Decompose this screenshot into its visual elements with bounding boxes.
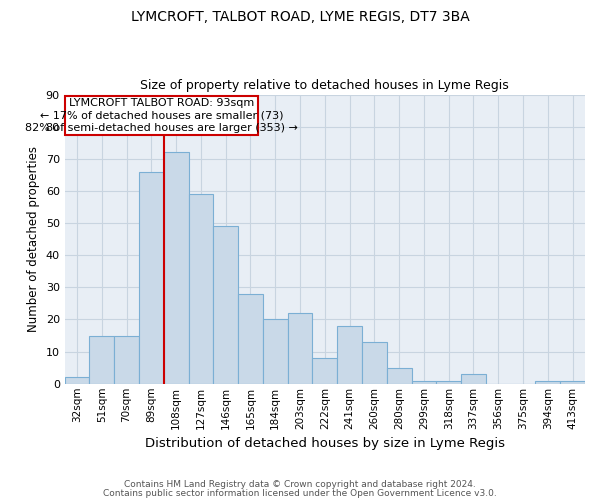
Title: Size of property relative to detached houses in Lyme Regis: Size of property relative to detached ho…: [140, 79, 509, 92]
Bar: [214, 226, 238, 384]
Bar: [65, 378, 89, 384]
Bar: [535, 380, 560, 384]
FancyBboxPatch shape: [65, 96, 259, 134]
Text: LYMCROFT TALBOT ROAD: 93sqm: LYMCROFT TALBOT ROAD: 93sqm: [69, 98, 254, 108]
Y-axis label: Number of detached properties: Number of detached properties: [27, 146, 40, 332]
Bar: [337, 326, 362, 384]
Text: Contains public sector information licensed under the Open Government Licence v3: Contains public sector information licen…: [103, 488, 497, 498]
Bar: [188, 194, 214, 384]
Bar: [263, 320, 287, 384]
Bar: [362, 342, 387, 384]
Bar: [139, 172, 164, 384]
Bar: [387, 368, 412, 384]
Bar: [560, 380, 585, 384]
Text: 82% of semi-detached houses are larger (353) →: 82% of semi-detached houses are larger (…: [25, 124, 298, 134]
Text: ← 17% of detached houses are smaller (73): ← 17% of detached houses are smaller (73…: [40, 110, 284, 120]
Bar: [436, 380, 461, 384]
Bar: [287, 313, 313, 384]
Bar: [164, 152, 188, 384]
Bar: [114, 336, 139, 384]
Bar: [412, 380, 436, 384]
Bar: [313, 358, 337, 384]
Bar: [89, 336, 114, 384]
Text: Contains HM Land Registry data © Crown copyright and database right 2024.: Contains HM Land Registry data © Crown c…: [124, 480, 476, 489]
X-axis label: Distribution of detached houses by size in Lyme Regis: Distribution of detached houses by size …: [145, 437, 505, 450]
Bar: [238, 294, 263, 384]
Bar: [461, 374, 486, 384]
Text: LYMCROFT, TALBOT ROAD, LYME REGIS, DT7 3BA: LYMCROFT, TALBOT ROAD, LYME REGIS, DT7 3…: [131, 10, 469, 24]
